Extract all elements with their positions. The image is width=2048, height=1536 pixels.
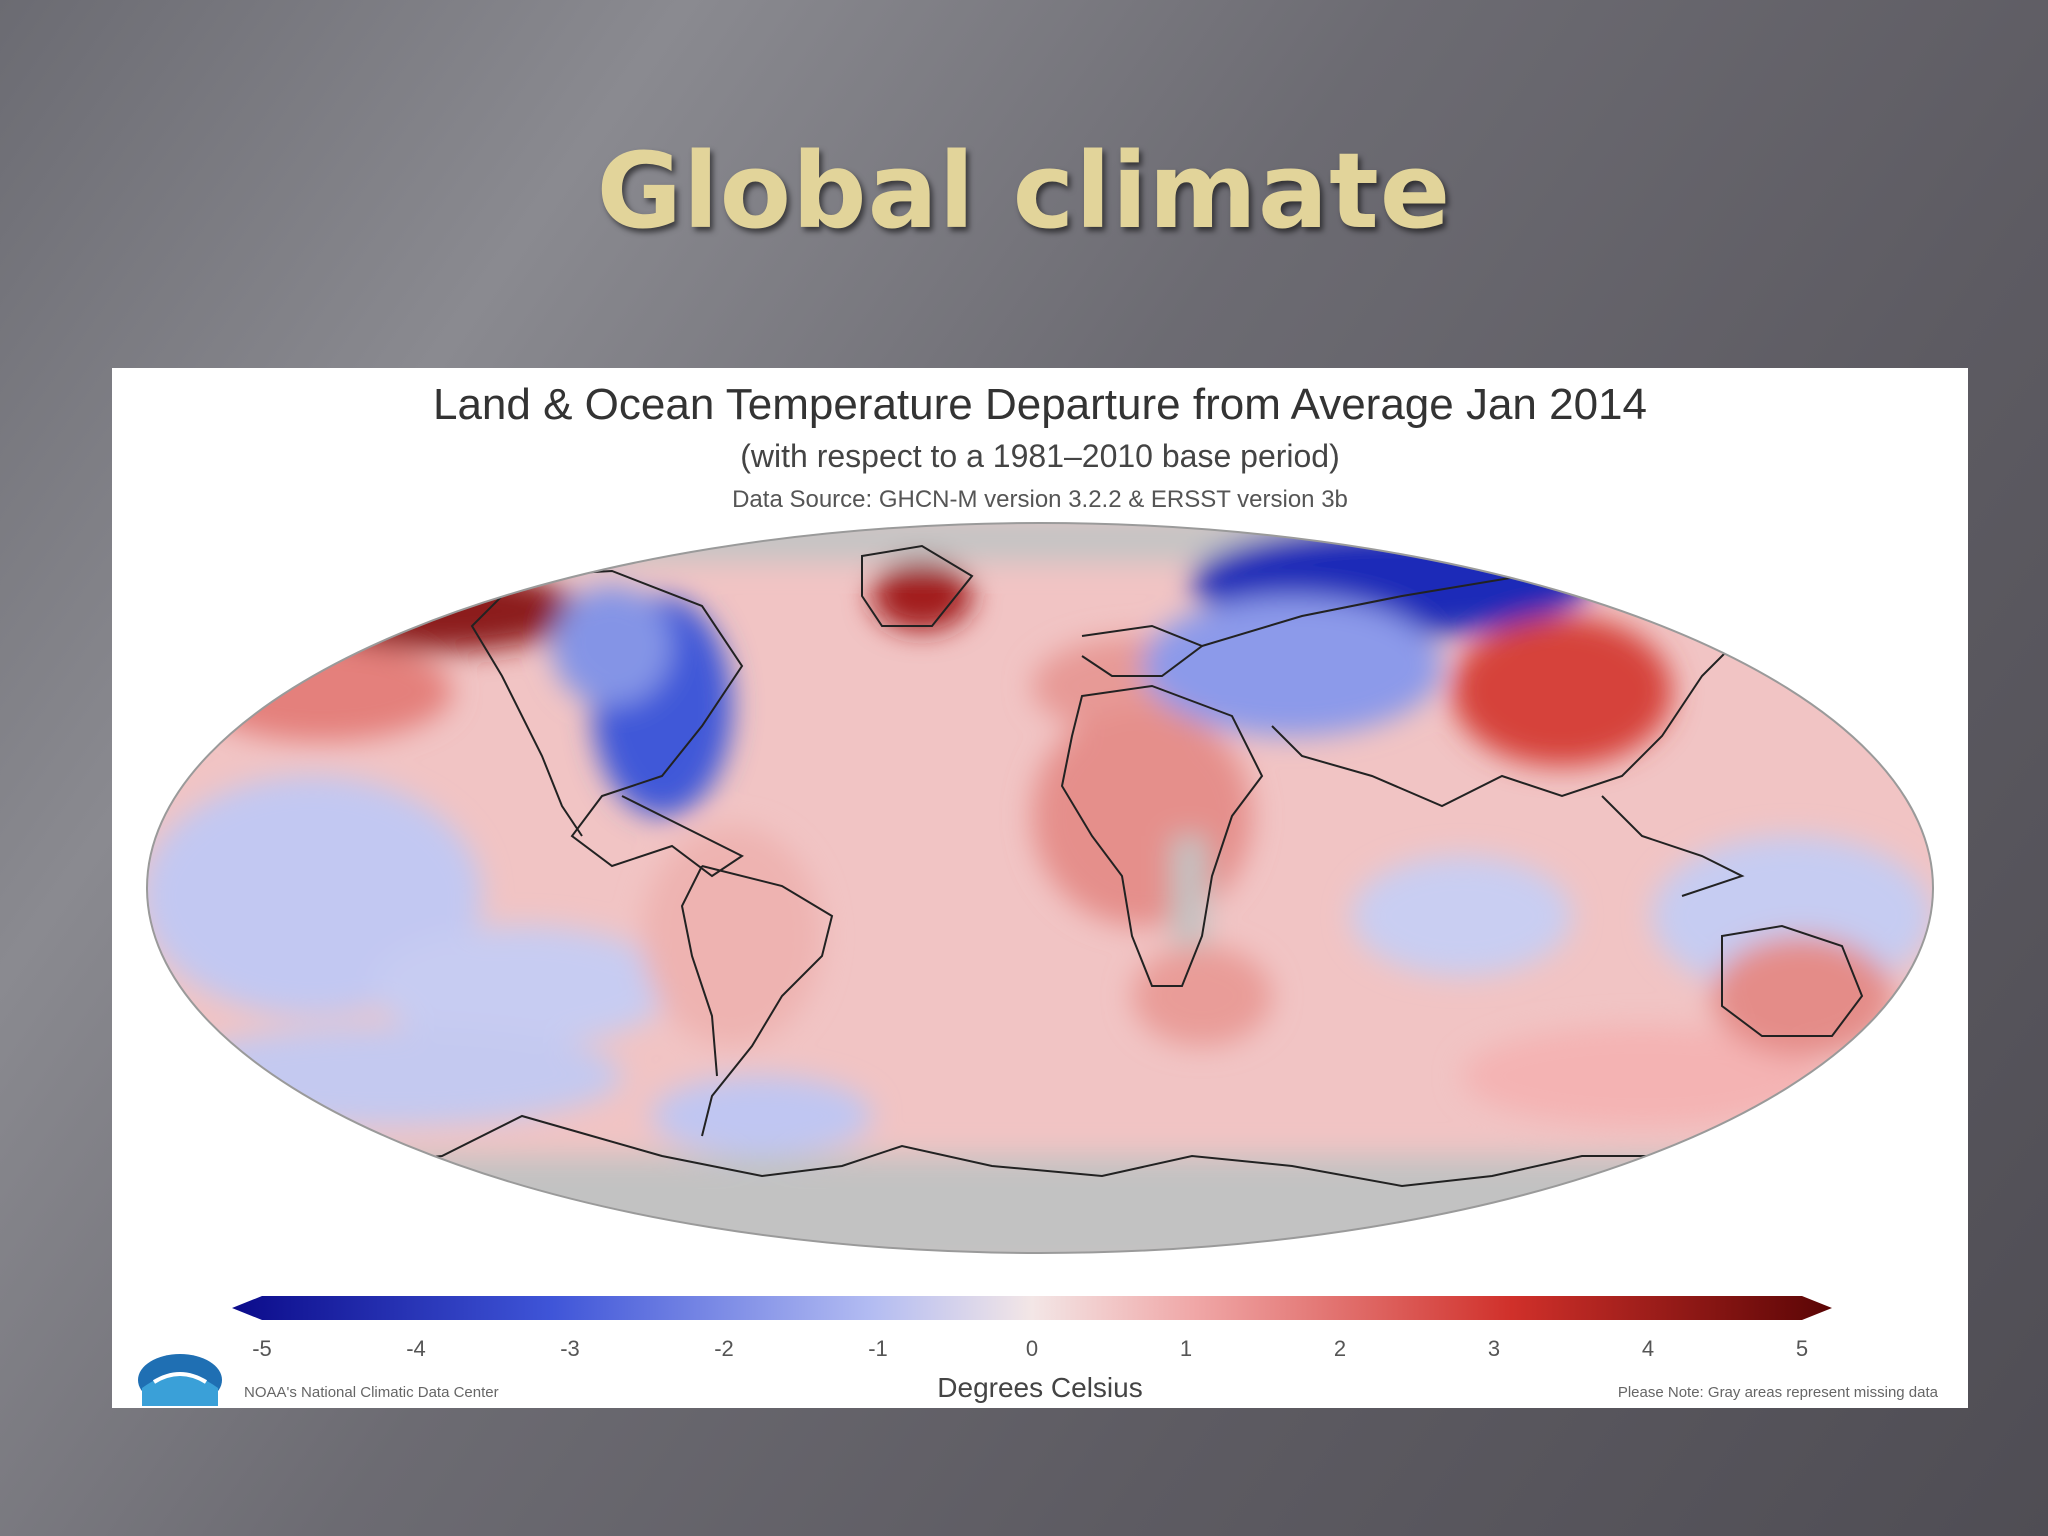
missing-data-note: Please Note: Gray areas represent missin… bbox=[1617, 1384, 1938, 1401]
colorbar-tick-label: 4 bbox=[1641, 1336, 1655, 1361]
coastlines bbox=[341, 544, 1864, 1188]
colorbar-tick-label: 1 bbox=[1179, 1336, 1193, 1361]
noaa-logo-icon bbox=[138, 1354, 222, 1406]
figure-subtitle: (with respect to a 1981–2010 base period… bbox=[740, 438, 1340, 474]
colorbar bbox=[232, 1296, 1832, 1320]
colorbar-tick-label: 5 bbox=[1795, 1336, 1809, 1361]
colorbar-tick-label: 3 bbox=[1487, 1336, 1501, 1361]
slide-title: Global climate bbox=[596, 130, 1452, 252]
colorbar-tick-label: -1 bbox=[868, 1336, 888, 1361]
colorbar-tick-label: 2 bbox=[1333, 1336, 1347, 1361]
temperature-map-figure: Land & Ocean Temperature Departure from … bbox=[112, 368, 1968, 1408]
colorbar-tick-label: -5 bbox=[252, 1336, 272, 1361]
credit-left-text: NOAA's National Climatic Data Center bbox=[244, 1384, 499, 1401]
colorbar-unit-label: Degrees Celsius bbox=[937, 1372, 1143, 1403]
colorbar-tick-label: 0 bbox=[1025, 1336, 1039, 1361]
colorbar-tick-label: -4 bbox=[406, 1336, 426, 1361]
colorbar-tick-label: -2 bbox=[714, 1336, 734, 1361]
colorbar-tick-label: -3 bbox=[560, 1336, 580, 1361]
figure-data-source: Data Source: GHCN-M version 3.2.2 & ERSS… bbox=[732, 486, 1348, 513]
world-anomaly-map bbox=[146, 522, 1934, 1254]
figure-title: Land & Ocean Temperature Departure from … bbox=[432, 380, 1648, 429]
